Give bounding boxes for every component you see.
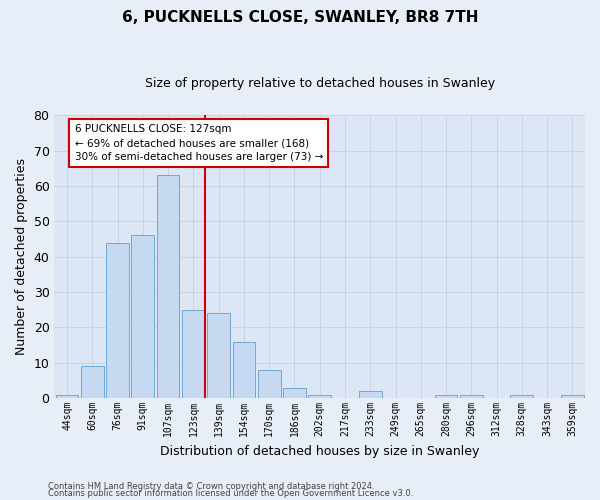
Bar: [182, 310, 205, 398]
X-axis label: Distribution of detached houses by size in Swanley: Distribution of detached houses by size …: [160, 444, 479, 458]
Bar: [460, 394, 482, 398]
Bar: [561, 394, 584, 398]
Bar: [106, 242, 129, 398]
Bar: [81, 366, 104, 398]
Bar: [56, 394, 79, 398]
Text: Contains public sector information licensed under the Open Government Licence v3: Contains public sector information licen…: [48, 489, 413, 498]
Text: Contains HM Land Registry data © Crown copyright and database right 2024.: Contains HM Land Registry data © Crown c…: [48, 482, 374, 491]
Bar: [233, 342, 255, 398]
Title: Size of property relative to detached houses in Swanley: Size of property relative to detached ho…: [145, 78, 495, 90]
Bar: [511, 394, 533, 398]
Bar: [131, 236, 154, 398]
Bar: [258, 370, 281, 398]
Text: 6, PUCKNELLS CLOSE, SWANLEY, BR8 7TH: 6, PUCKNELLS CLOSE, SWANLEY, BR8 7TH: [122, 10, 478, 25]
Bar: [359, 391, 382, 398]
Y-axis label: Number of detached properties: Number of detached properties: [15, 158, 28, 355]
Bar: [434, 394, 457, 398]
Bar: [207, 314, 230, 398]
Bar: [308, 394, 331, 398]
Bar: [283, 388, 306, 398]
Bar: [157, 176, 179, 398]
Text: 6 PUCKNELLS CLOSE: 127sqm
← 69% of detached houses are smaller (168)
30% of semi: 6 PUCKNELLS CLOSE: 127sqm ← 69% of detac…: [74, 124, 323, 162]
